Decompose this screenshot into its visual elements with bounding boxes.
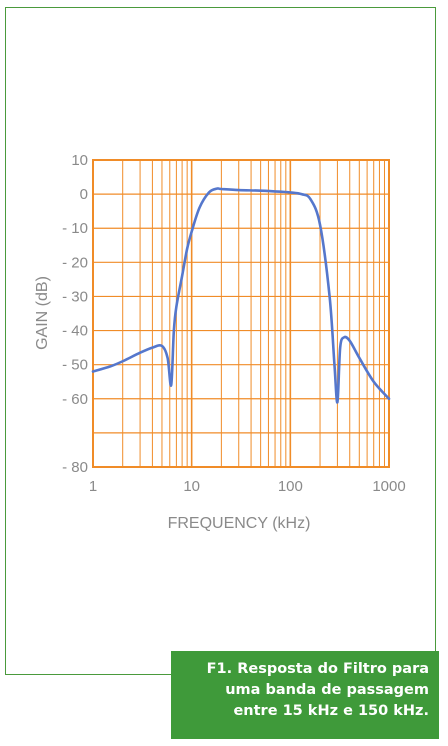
x-tick-label: 1000: [372, 478, 405, 495]
y-tick-label: 0: [80, 186, 88, 203]
caption-line: F1. Resposta do Filtro para: [206, 661, 429, 677]
plot-border: [92, 159, 390, 468]
y-tick-label: - 60: [62, 391, 88, 408]
chart-series: [91, 187, 391, 404]
x-tick-label: 100: [278, 478, 303, 495]
y-tick-label: - 80: [62, 459, 88, 476]
y-tick-label: - 30: [62, 288, 88, 305]
y-tick-label: - 40: [62, 323, 88, 340]
x-tick-label: 10: [183, 478, 200, 495]
caption-line: uma banda de passagem: [225, 682, 429, 698]
figure-caption: F1. Resposta do Filtro para uma banda de…: [171, 651, 439, 739]
chart-tick-labels: 100- 10- 20- 30- 40- 50- 60- 801 10 100 100…: [62, 152, 406, 495]
y-tick-label: - 20: [62, 254, 88, 271]
gain-curve: [91, 187, 391, 404]
figure-frame: [5, 7, 436, 675]
chart-grid: [92, 159, 390, 468]
x-tick-label: 1: [89, 478, 97, 495]
caption-line: entre 15 kHz e 150 kHz.: [233, 703, 429, 719]
y-tick-label: - 10: [62, 220, 88, 237]
x-axis-label: FREQUENCY (kHz): [168, 515, 311, 532]
y-tick-label: 10: [71, 152, 88, 169]
y-tick-label: - 50: [62, 357, 88, 374]
y-axis-label: GAIN (dB): [34, 276, 51, 350]
